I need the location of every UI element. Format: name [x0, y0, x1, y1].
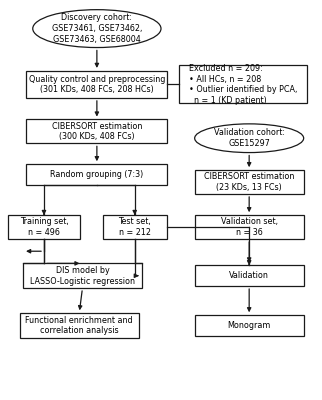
Text: Monogram: Monogram	[227, 321, 271, 330]
FancyBboxPatch shape	[26, 164, 167, 185]
FancyBboxPatch shape	[103, 215, 167, 239]
FancyBboxPatch shape	[26, 71, 167, 98]
Text: Quality control and preprocessing
(301 KDs, 408 FCs, 208 HCs): Quality control and preprocessing (301 K…	[29, 74, 165, 94]
Text: Excluded n = 209:
• All HCs, n = 208
• Outlier identified by PCA,
  n = 1 (KD pa: Excluded n = 209: • All HCs, n = 208 • O…	[189, 64, 297, 105]
Text: Functional enrichment and
correlation analysis: Functional enrichment and correlation an…	[25, 316, 133, 336]
Text: DIS model by
LASSO-Logistic regression: DIS model by LASSO-Logistic regression	[30, 266, 135, 286]
FancyBboxPatch shape	[195, 215, 304, 239]
Text: CIBERSORT estimation
(23 KDs, 13 FCs): CIBERSORT estimation (23 KDs, 13 FCs)	[204, 172, 294, 192]
FancyBboxPatch shape	[20, 313, 138, 338]
FancyBboxPatch shape	[23, 263, 142, 288]
Text: Test set,
n = 212: Test set, n = 212	[118, 217, 151, 237]
Text: Discovery cohort:
GSE73461, GSE73462,
GSE73463, GSE68004: Discovery cohort: GSE73461, GSE73462, GS…	[52, 13, 142, 44]
Ellipse shape	[195, 124, 304, 152]
Text: Validation: Validation	[229, 271, 269, 280]
FancyBboxPatch shape	[26, 120, 167, 143]
Text: Validation set,
n = 36: Validation set, n = 36	[221, 217, 278, 237]
FancyBboxPatch shape	[195, 265, 304, 286]
Ellipse shape	[33, 10, 161, 48]
Text: Training set,
n = 496: Training set, n = 496	[20, 217, 68, 237]
FancyBboxPatch shape	[179, 66, 307, 103]
Text: Validation cohort:
GSE15297: Validation cohort: GSE15297	[214, 128, 285, 148]
FancyBboxPatch shape	[8, 215, 80, 239]
Text: CIBERSORT estimation
(300 KDs, 408 FCs): CIBERSORT estimation (300 KDs, 408 FCs)	[52, 122, 142, 141]
Text: Random grouping (7:3): Random grouping (7:3)	[50, 170, 144, 179]
FancyBboxPatch shape	[195, 170, 304, 194]
FancyBboxPatch shape	[195, 315, 304, 336]
